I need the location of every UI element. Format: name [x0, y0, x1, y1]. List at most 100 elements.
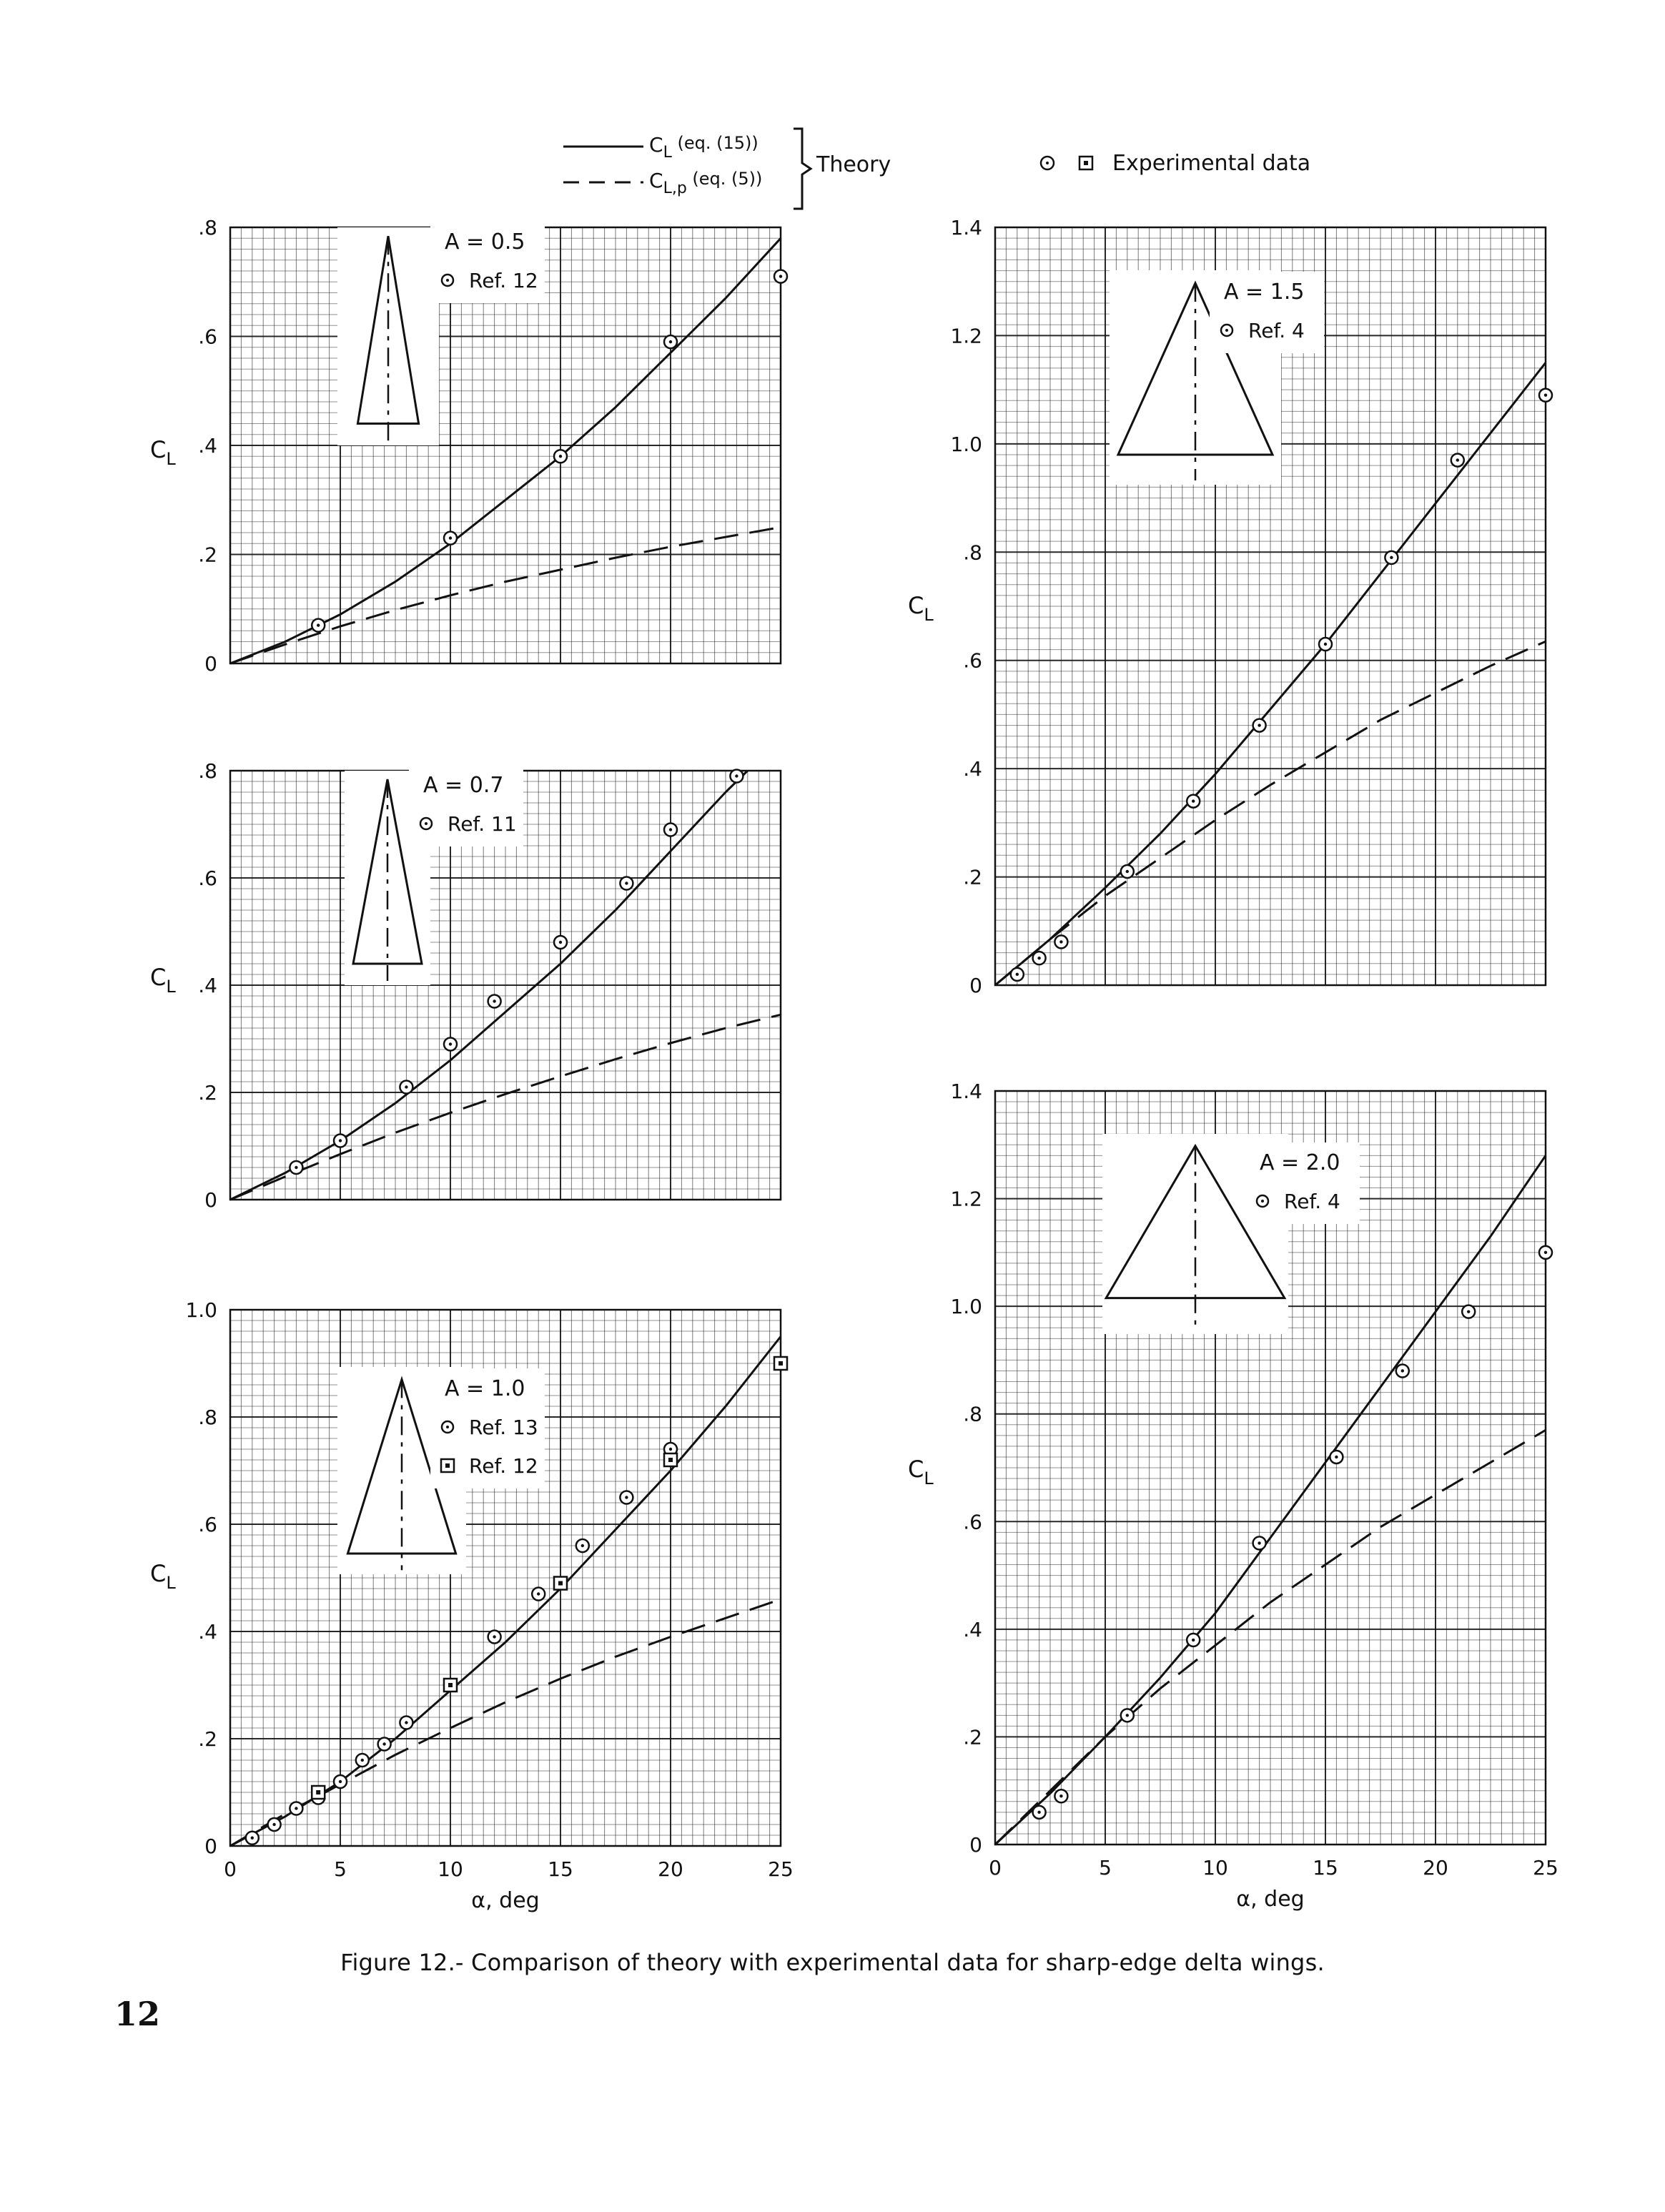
- data-point-circle-dot: [558, 455, 563, 458]
- y-axis-label: CL: [908, 1456, 934, 1488]
- x-tick-label: 15: [548, 1857, 573, 1881]
- legend-experimental-label: Experimental data: [1112, 151, 1310, 176]
- chart-panel-1: A = 0.5 Ref. 12 0 .2 .4 .6 .8 CL: [150, 216, 789, 676]
- y-tick-label: .4: [963, 757, 982, 781]
- ref-circle-dot: [1261, 1200, 1264, 1203]
- panel-legend-box: [409, 765, 523, 846]
- chart-panel-3: A = 1.0 Ref. 13 Ref. 12 0 .2 .4 .6 .8 1.0 0 5 10 15 2…: [150, 1298, 794, 1913]
- ref-square-dot: [445, 1463, 450, 1468]
- data-point-circle-dot: [317, 623, 320, 627]
- data-point-circle-dot: [272, 1822, 276, 1827]
- data-point-circle-dot: [250, 1836, 254, 1840]
- ref-circle-dot: [425, 822, 428, 825]
- data-point-circle-dot: [1037, 956, 1041, 960]
- data-point-circle-dot: [493, 1635, 496, 1639]
- data-point-circle-dot: [405, 1721, 408, 1724]
- y-axis-label: CL: [150, 436, 176, 469]
- theory-cl-line: [229, 769, 748, 1201]
- chart-panel-5: A = 2.0 Ref. 4 0 .2 .4 .6 .8 1.0 1.2 1.4 0 5 10 15 20 2…: [908, 1080, 1558, 1912]
- data-point-square-dot: [779, 1361, 783, 1366]
- ref-label: Ref. 4: [1284, 1190, 1340, 1213]
- data-point-circle-dot: [1125, 1714, 1130, 1717]
- data-point-circle-dot: [1467, 1310, 1471, 1313]
- aspect-ratio-label: A = 0.7: [423, 773, 503, 798]
- x-tick-label: 0: [224, 1857, 237, 1881]
- legend-theory-label: Theory: [816, 152, 891, 177]
- ref-circle-dot: [446, 279, 449, 282]
- ref-circle-marker: [419, 816, 433, 831]
- panel-legend-box: [430, 1368, 545, 1488]
- x-axis-label: α, deg: [471, 1888, 539, 1913]
- x-axis-label: α, deg: [1236, 1887, 1304, 1912]
- ref-label: Ref. 12: [469, 1454, 538, 1478]
- aspect-ratio-label: A = 1.5: [1224, 280, 1304, 305]
- y-tick-label: 0: [204, 1835, 217, 1858]
- data-point-square-dot: [558, 1581, 563, 1586]
- x-tick-label: 0: [989, 1856, 1002, 1880]
- y-tick-label: .2: [963, 1725, 982, 1749]
- theory-clp-dashed-line: [994, 640, 1546, 987]
- y-tick-label: .8: [963, 1403, 982, 1426]
- data-point-circle-dot: [1390, 556, 1393, 560]
- data-point-circle-dot: [448, 536, 453, 540]
- y-tick-label: .4: [198, 434, 217, 458]
- y-tick-label: .2: [198, 1727, 217, 1751]
- delta-wing-planform: [352, 779, 423, 965]
- y-tick-label: .2: [198, 543, 217, 567]
- data-point-circle-dot: [625, 882, 628, 885]
- legend-theory-clp-label: CL,p (eq. (5)): [649, 169, 762, 197]
- ref-circle-dot: [446, 1426, 449, 1428]
- y-tick-label: 1.0: [950, 433, 982, 456]
- y-axis-label: CL: [908, 592, 934, 625]
- data-point-circle-dot: [668, 828, 673, 831]
- data-point-circle-dot: [1258, 1541, 1261, 1545]
- theory-clp-dashed-line: [229, 1598, 781, 1847]
- y-tick-label: .8: [198, 216, 217, 240]
- figure-caption: Figure 12.- Comparison of theory with ex…: [340, 1949, 1325, 1976]
- y-tick-label: .8: [198, 759, 217, 783]
- data-point-circle-dot: [668, 340, 673, 344]
- x-tick-label: 5: [334, 1857, 347, 1881]
- y-axis-label: CL: [150, 964, 176, 997]
- plot-frame: [229, 1308, 782, 1847]
- page-number: 12: [114, 1995, 161, 2033]
- legend: CL (eq. (15)) CL,p (eq. (5)) Theory Expe…: [563, 127, 1310, 210]
- data-point-circle-dot: [1543, 1250, 1548, 1255]
- ref-circle-marker: [440, 273, 455, 287]
- theory-clp-dashed-line: [994, 1429, 1546, 1846]
- data-point-circle-dot: [1335, 1455, 1338, 1459]
- plot-frame: [994, 1090, 1547, 1846]
- data-point-circle-dot: [668, 1447, 673, 1451]
- panel-legend-box: [1210, 272, 1324, 353]
- y-tick-label: .6: [198, 1513, 217, 1536]
- y-tick-label: .8: [963, 540, 982, 564]
- chart-panels: A = 0.5 Ref. 12 0 .2 .4 .6 .8 CL A = 0.7 Ref. 11 0…: [150, 216, 1558, 1913]
- x-tick-label: 10: [438, 1857, 463, 1881]
- y-tick-label: .4: [198, 974, 217, 997]
- theory-clp-dashed-line: [229, 525, 781, 665]
- data-point-circle-dot: [295, 1165, 298, 1170]
- y-tick-label: .6: [963, 1510, 982, 1534]
- data-point-circle-dot: [537, 1592, 540, 1596]
- x-tick-label: 25: [1533, 1856, 1558, 1880]
- ref-circle-marker: [1220, 323, 1234, 337]
- y-tick-label: 1.0: [950, 1295, 982, 1318]
- y-tick-label: 0: [969, 1833, 982, 1857]
- ref-label: Ref. 12: [469, 269, 538, 292]
- data-point-circle-dot: [1059, 940, 1063, 944]
- aspect-ratio-label: A = 0.5: [445, 229, 525, 255]
- data-point-circle-dot: [338, 1779, 342, 1784]
- aspect-ratio-label: A = 2.0: [1260, 1150, 1340, 1175]
- ref-square-marker: [440, 1458, 455, 1473]
- x-tick-label: 25: [768, 1857, 794, 1881]
- y-axis-label: CL: [150, 1560, 176, 1593]
- data-point-circle-dot: [1456, 458, 1460, 462]
- y-tick-label: 0: [969, 974, 982, 997]
- data-point-square-dot: [668, 1458, 673, 1462]
- data-point-circle-dot: [1323, 642, 1328, 646]
- y-tick-label: 0: [204, 1188, 217, 1212]
- data-point-square-dot: [448, 1683, 453, 1687]
- chart-panel-4: A = 1.5 Ref. 4 0 .2 .4 .6 .8 1.0 1.2 1.4 CL: [908, 216, 1553, 997]
- plot-frame: [994, 226, 1547, 987]
- y-tick-label: .2: [198, 1081, 217, 1105]
